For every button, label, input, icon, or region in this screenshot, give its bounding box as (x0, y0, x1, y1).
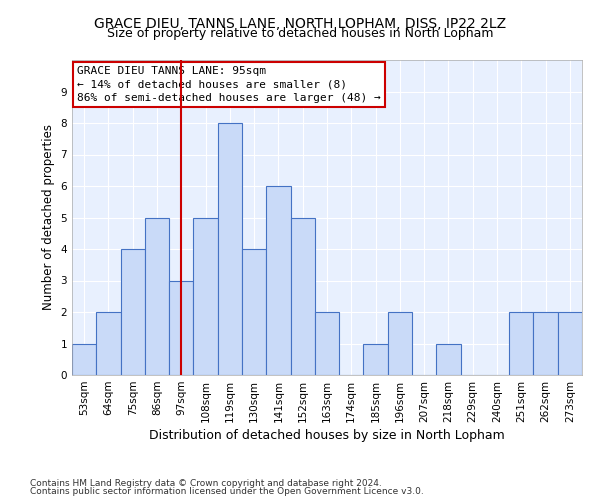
Bar (169, 280, 193, 375)
Bar (218, 123, 242, 375)
Text: Contains public sector information licensed under the Open Government Licence v3: Contains public sector information licen… (30, 487, 424, 496)
X-axis label: Distribution of detached houses by size in North Lopham: Distribution of detached houses by size … (149, 429, 505, 442)
Bar (145, 218, 169, 375)
Bar (315, 312, 339, 375)
Bar (72, 344, 96, 375)
Bar (242, 249, 266, 375)
Bar (290, 218, 315, 375)
Text: Size of property relative to detached houses in North Lopham: Size of property relative to detached ho… (107, 28, 493, 40)
Y-axis label: Number of detached properties: Number of detached properties (42, 124, 55, 310)
Bar (364, 344, 388, 375)
Text: GRACE DIEU TANNS LANE: 95sqm
← 14% of detached houses are smaller (8)
86% of sem: GRACE DIEU TANNS LANE: 95sqm ← 14% of de… (77, 66, 381, 102)
Text: GRACE DIEU, TANNS LANE, NORTH LOPHAM, DISS, IP22 2LZ: GRACE DIEU, TANNS LANE, NORTH LOPHAM, DI… (94, 18, 506, 32)
Bar (121, 249, 145, 375)
Bar (558, 312, 582, 375)
Bar (436, 344, 461, 375)
Bar (96, 312, 121, 375)
Bar (193, 218, 218, 375)
Bar (509, 312, 533, 375)
Text: Contains HM Land Registry data © Crown copyright and database right 2024.: Contains HM Land Registry data © Crown c… (30, 478, 382, 488)
Bar (266, 186, 290, 375)
Bar (533, 312, 558, 375)
Bar (388, 312, 412, 375)
